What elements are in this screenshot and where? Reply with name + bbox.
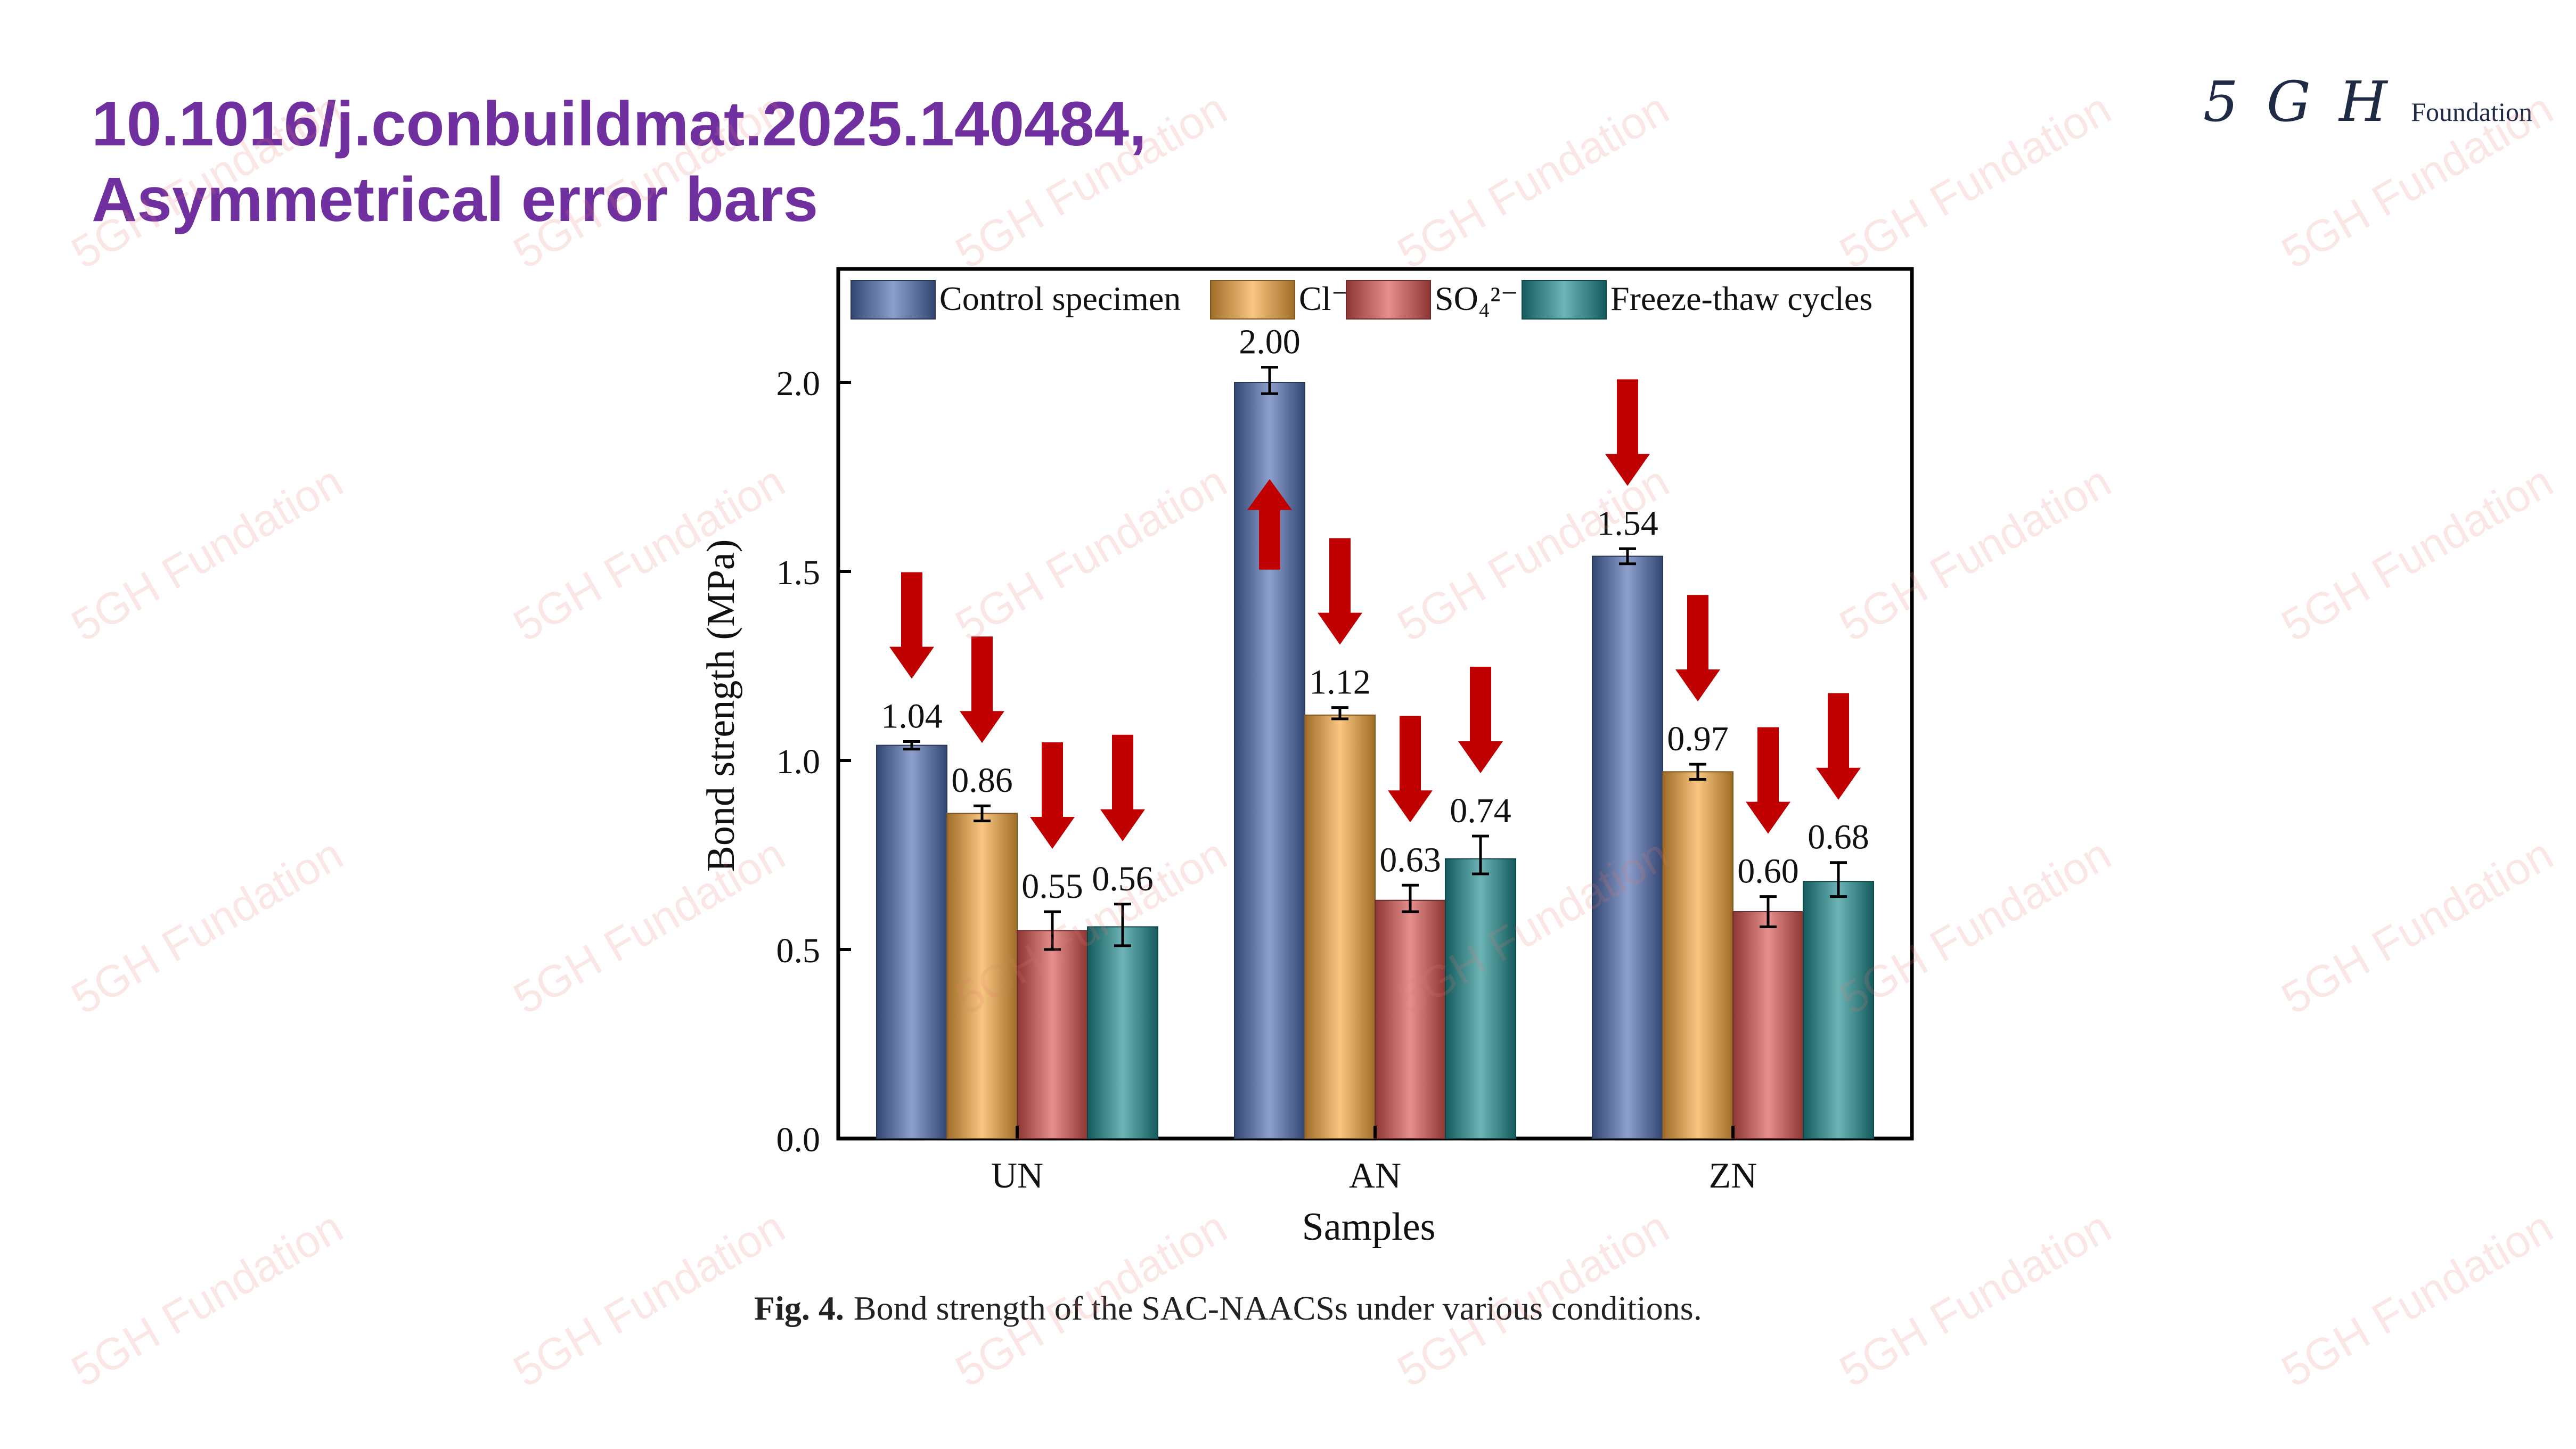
axes-layer: 0.0 0.5 1.0 1.5 2.0 UN AN ZN	[776, 364, 1757, 1196]
bar	[1592, 555, 1663, 1139]
value-label: 0.86	[951, 761, 1013, 800]
y-tick-label: 0.5	[776, 931, 821, 970]
value-label: 1.04	[881, 697, 943, 736]
value-labels-layer: 1.040.86 0.55 0.56 2.00 1.12 0.630.74 1.54 0.97…	[881, 323, 1869, 906]
arrow-down-icon	[1746, 727, 1790, 834]
value-label: 0.60	[1737, 852, 1799, 891]
x-tick-label: ZN	[1709, 1155, 1757, 1196]
y-tick-label: 1.0	[776, 742, 821, 781]
legend-label: Control specimen	[939, 280, 1181, 317]
legend-swatch	[1210, 280, 1295, 320]
bar	[1375, 899, 1446, 1139]
x-axis-title: Samples	[1302, 1205, 1436, 1249]
x-tick-label: AN	[1349, 1155, 1401, 1196]
bar	[1732, 911, 1804, 1139]
arrow-down-icon	[1605, 379, 1650, 486]
title-line-2: Asymmetrical error bars	[92, 165, 819, 235]
value-label: 0.63	[1379, 840, 1441, 879]
arrow-down-icon	[1318, 538, 1362, 645]
legend-swatch	[851, 280, 936, 320]
arrow-down-icon	[1675, 595, 1720, 702]
figure-caption: Fig. 4. Bond strength of the SAC-NAACSs u…	[754, 1289, 1702, 1328]
value-label: 0.56	[1092, 859, 1154, 898]
legend-label: SO₄²⁻	[1435, 280, 1518, 317]
value-label: 0.74	[1450, 791, 1511, 830]
arrow-down-icon	[1816, 693, 1861, 800]
bar	[1803, 881, 1874, 1139]
value-label: 0.68	[1808, 818, 1869, 857]
arrows-layer	[889, 379, 1861, 849]
bar	[1445, 858, 1516, 1139]
legend: Control specimen Cl⁻ SO₄²⁻ Freeze-thaw cycl…	[851, 280, 1872, 320]
arrow-down-icon	[960, 636, 1004, 743]
bar	[1017, 930, 1088, 1139]
slide-title: 10.1016/j.conbuildmat.2025.140484, Asymm…	[92, 86, 1147, 238]
value-label: 2.00	[1239, 323, 1301, 362]
legend-label: Freeze-thaw cycles	[1610, 280, 1872, 317]
value-label: 1.54	[1597, 504, 1658, 543]
arrow-down-icon	[889, 572, 934, 679]
arrow-down-icon	[1388, 716, 1433, 823]
y-axis-title: Bond strength (MPa)	[699, 539, 743, 872]
bar	[1304, 714, 1376, 1140]
value-label: 1.12	[1309, 663, 1371, 702]
arrow-down-icon	[1100, 734, 1145, 841]
y-tick-label: 2.0	[776, 364, 821, 403]
legend-label: Cl⁻	[1299, 280, 1349, 317]
caption-label: Fig. 4.	[754, 1289, 844, 1327]
y-tick-label: 1.5	[776, 553, 821, 592]
logo-mark: 5 G H	[2203, 69, 2393, 134]
arrow-up-icon	[1247, 479, 1292, 570]
legend-swatch	[1346, 280, 1431, 320]
error-bars-layer	[903, 366, 1847, 951]
logo-word: Foundation	[2411, 97, 2532, 127]
bar	[1662, 771, 1733, 1140]
bar	[946, 813, 1018, 1139]
value-label: 0.55	[1021, 867, 1083, 906]
x-tick-label: UN	[991, 1155, 1043, 1196]
bars-layer	[876, 382, 1874, 1140]
y-tick-label: 0.0	[776, 1120, 821, 1159]
bar	[1087, 926, 1158, 1140]
value-label: 0.97	[1667, 719, 1729, 758]
arrow-down-icon	[1458, 667, 1503, 773]
caption-text: Bond strength of the SAC-NAACSs under va…	[853, 1289, 1702, 1327]
legend-swatch	[1522, 280, 1607, 320]
logo: 5 G H Foundation	[2203, 69, 2532, 134]
arrow-down-icon	[1030, 742, 1075, 849]
bar	[876, 744, 947, 1139]
title-line-1: 10.1016/j.conbuildmat.2025.140484,	[92, 89, 1147, 159]
